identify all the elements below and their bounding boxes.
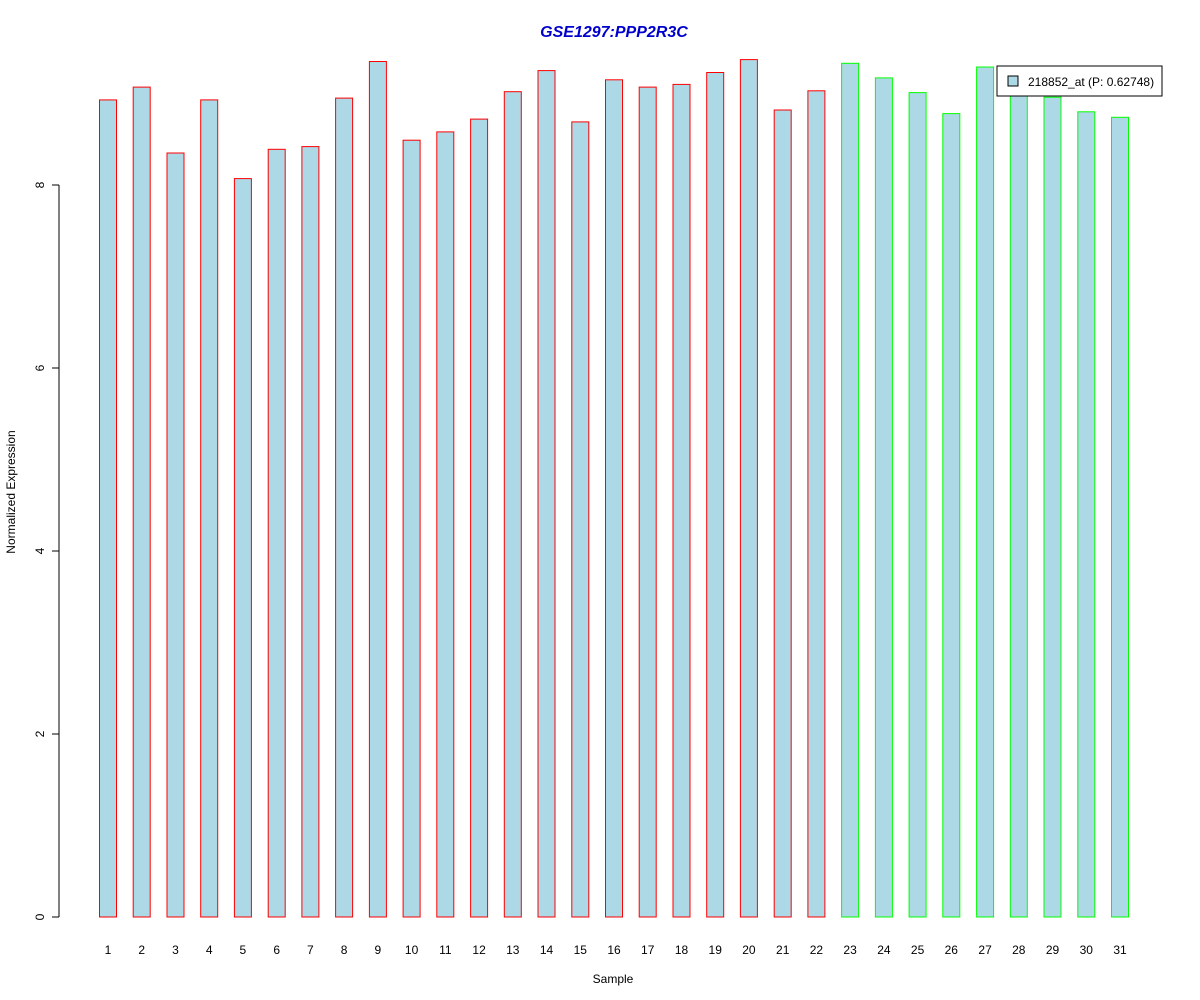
bar-sample-10: [402, 139, 421, 918]
x-tick-label: 2: [138, 943, 145, 957]
bar-sample-28: [1009, 86, 1028, 918]
x-tick-label: 21: [776, 943, 790, 957]
x-tick-label: 17: [641, 943, 655, 957]
x-tick-label: 25: [911, 943, 925, 957]
bar-sample-21: [773, 109, 792, 918]
x-tick-labels: 1 2 3 4 5 6 7 8 9 10 11 12 13 14 15 16 17 18 19 20 21 22 23 24 2…: [105, 943, 1127, 957]
x-tick-label: 1: [105, 943, 112, 957]
y-axis-title: Normalized Expression: [4, 430, 18, 553]
bars: [99, 59, 1129, 918]
x-tick-label: 23: [843, 943, 857, 957]
bar-sample-8: [335, 97, 354, 918]
bar-sample-3: [166, 152, 185, 918]
bar-sample-18: [672, 83, 691, 918]
bar-sample-31: [1111, 116, 1129, 918]
x-tick-label: 10: [405, 943, 419, 957]
bar-sample-4: [200, 99, 219, 918]
bar-sample-1: [99, 99, 117, 918]
bar-sample-30: [1077, 111, 1096, 918]
bar-sample-15: [571, 121, 590, 918]
bar-sample-23: [841, 62, 860, 918]
x-tick-label: 30: [1080, 943, 1094, 957]
x-tick-label: 13: [506, 943, 520, 957]
bar-sample-2: [132, 86, 151, 918]
chart-title: GSE1297:PPP2R3C: [540, 24, 688, 41]
y-tick-label: 2: [33, 730, 47, 737]
x-tick-label: 6: [273, 943, 280, 957]
x-tick-label: 24: [877, 943, 891, 957]
x-tick-label: 7: [307, 943, 314, 957]
x-tick-label: 27: [978, 943, 992, 957]
legend: 218852_at (P: 0.62748): [996, 65, 1163, 97]
bar-sample-25: [908, 92, 927, 918]
x-tick-label: 11: [439, 943, 452, 957]
bar-sample-26: [942, 113, 961, 918]
bar-sample-27: [976, 66, 995, 918]
bar-sample-6: [267, 148, 286, 918]
x-tick-label: 5: [240, 943, 247, 957]
x-tick-label: 19: [709, 943, 723, 957]
x-tick-label: 8: [341, 943, 348, 957]
legend-box: [996, 65, 1163, 97]
x-tick-label: 20: [742, 943, 756, 957]
bar-sample-13: [503, 91, 522, 918]
bar-sample-16: [605, 79, 623, 918]
bar-sample-12: [470, 118, 489, 918]
x-tick-label: 16: [607, 943, 621, 957]
bar-sample-11: [436, 131, 455, 918]
x-axis-title: Sample: [593, 972, 634, 986]
x-tick-label: 12: [472, 943, 486, 957]
x-tick-label: 28: [1012, 943, 1026, 957]
bar-sample-9: [368, 61, 387, 918]
bar-sample-29: [1043, 96, 1062, 918]
x-tick-label: 18: [675, 943, 689, 957]
bar-sample-24: [874, 77, 893, 918]
y-tick-label: 4: [33, 547, 47, 554]
bar-sample-22: [807, 90, 826, 918]
x-tick-label: 4: [206, 943, 213, 957]
bar-sample-17: [638, 86, 657, 918]
y-tick-label: 6: [33, 364, 47, 371]
x-tick-label: 15: [574, 943, 588, 957]
bar-sample-20: [739, 59, 758, 918]
bar-sample-5: [233, 178, 252, 918]
x-tick-label: 3: [172, 943, 179, 957]
legend-label: 218852_at (P: 0.62748): [1028, 75, 1154, 89]
x-tick-label: 29: [1046, 943, 1060, 957]
y-tick-label: 0: [33, 913, 47, 920]
x-tick-label: 14: [540, 943, 554, 957]
x-tick-label: 31: [1113, 943, 1127, 957]
bar-sample-19: [706, 72, 725, 918]
bar-sample-7: [301, 146, 320, 918]
y-tick-label: 8: [33, 181, 47, 188]
bar-sample-14: [537, 70, 556, 918]
y-axis: 0 2 4 6 8: [33, 181, 60, 920]
legend-swatch: [1007, 75, 1019, 87]
x-tick-label: 9: [375, 943, 382, 957]
x-tick-label: 26: [945, 943, 959, 957]
x-tick-label: 22: [810, 943, 824, 957]
